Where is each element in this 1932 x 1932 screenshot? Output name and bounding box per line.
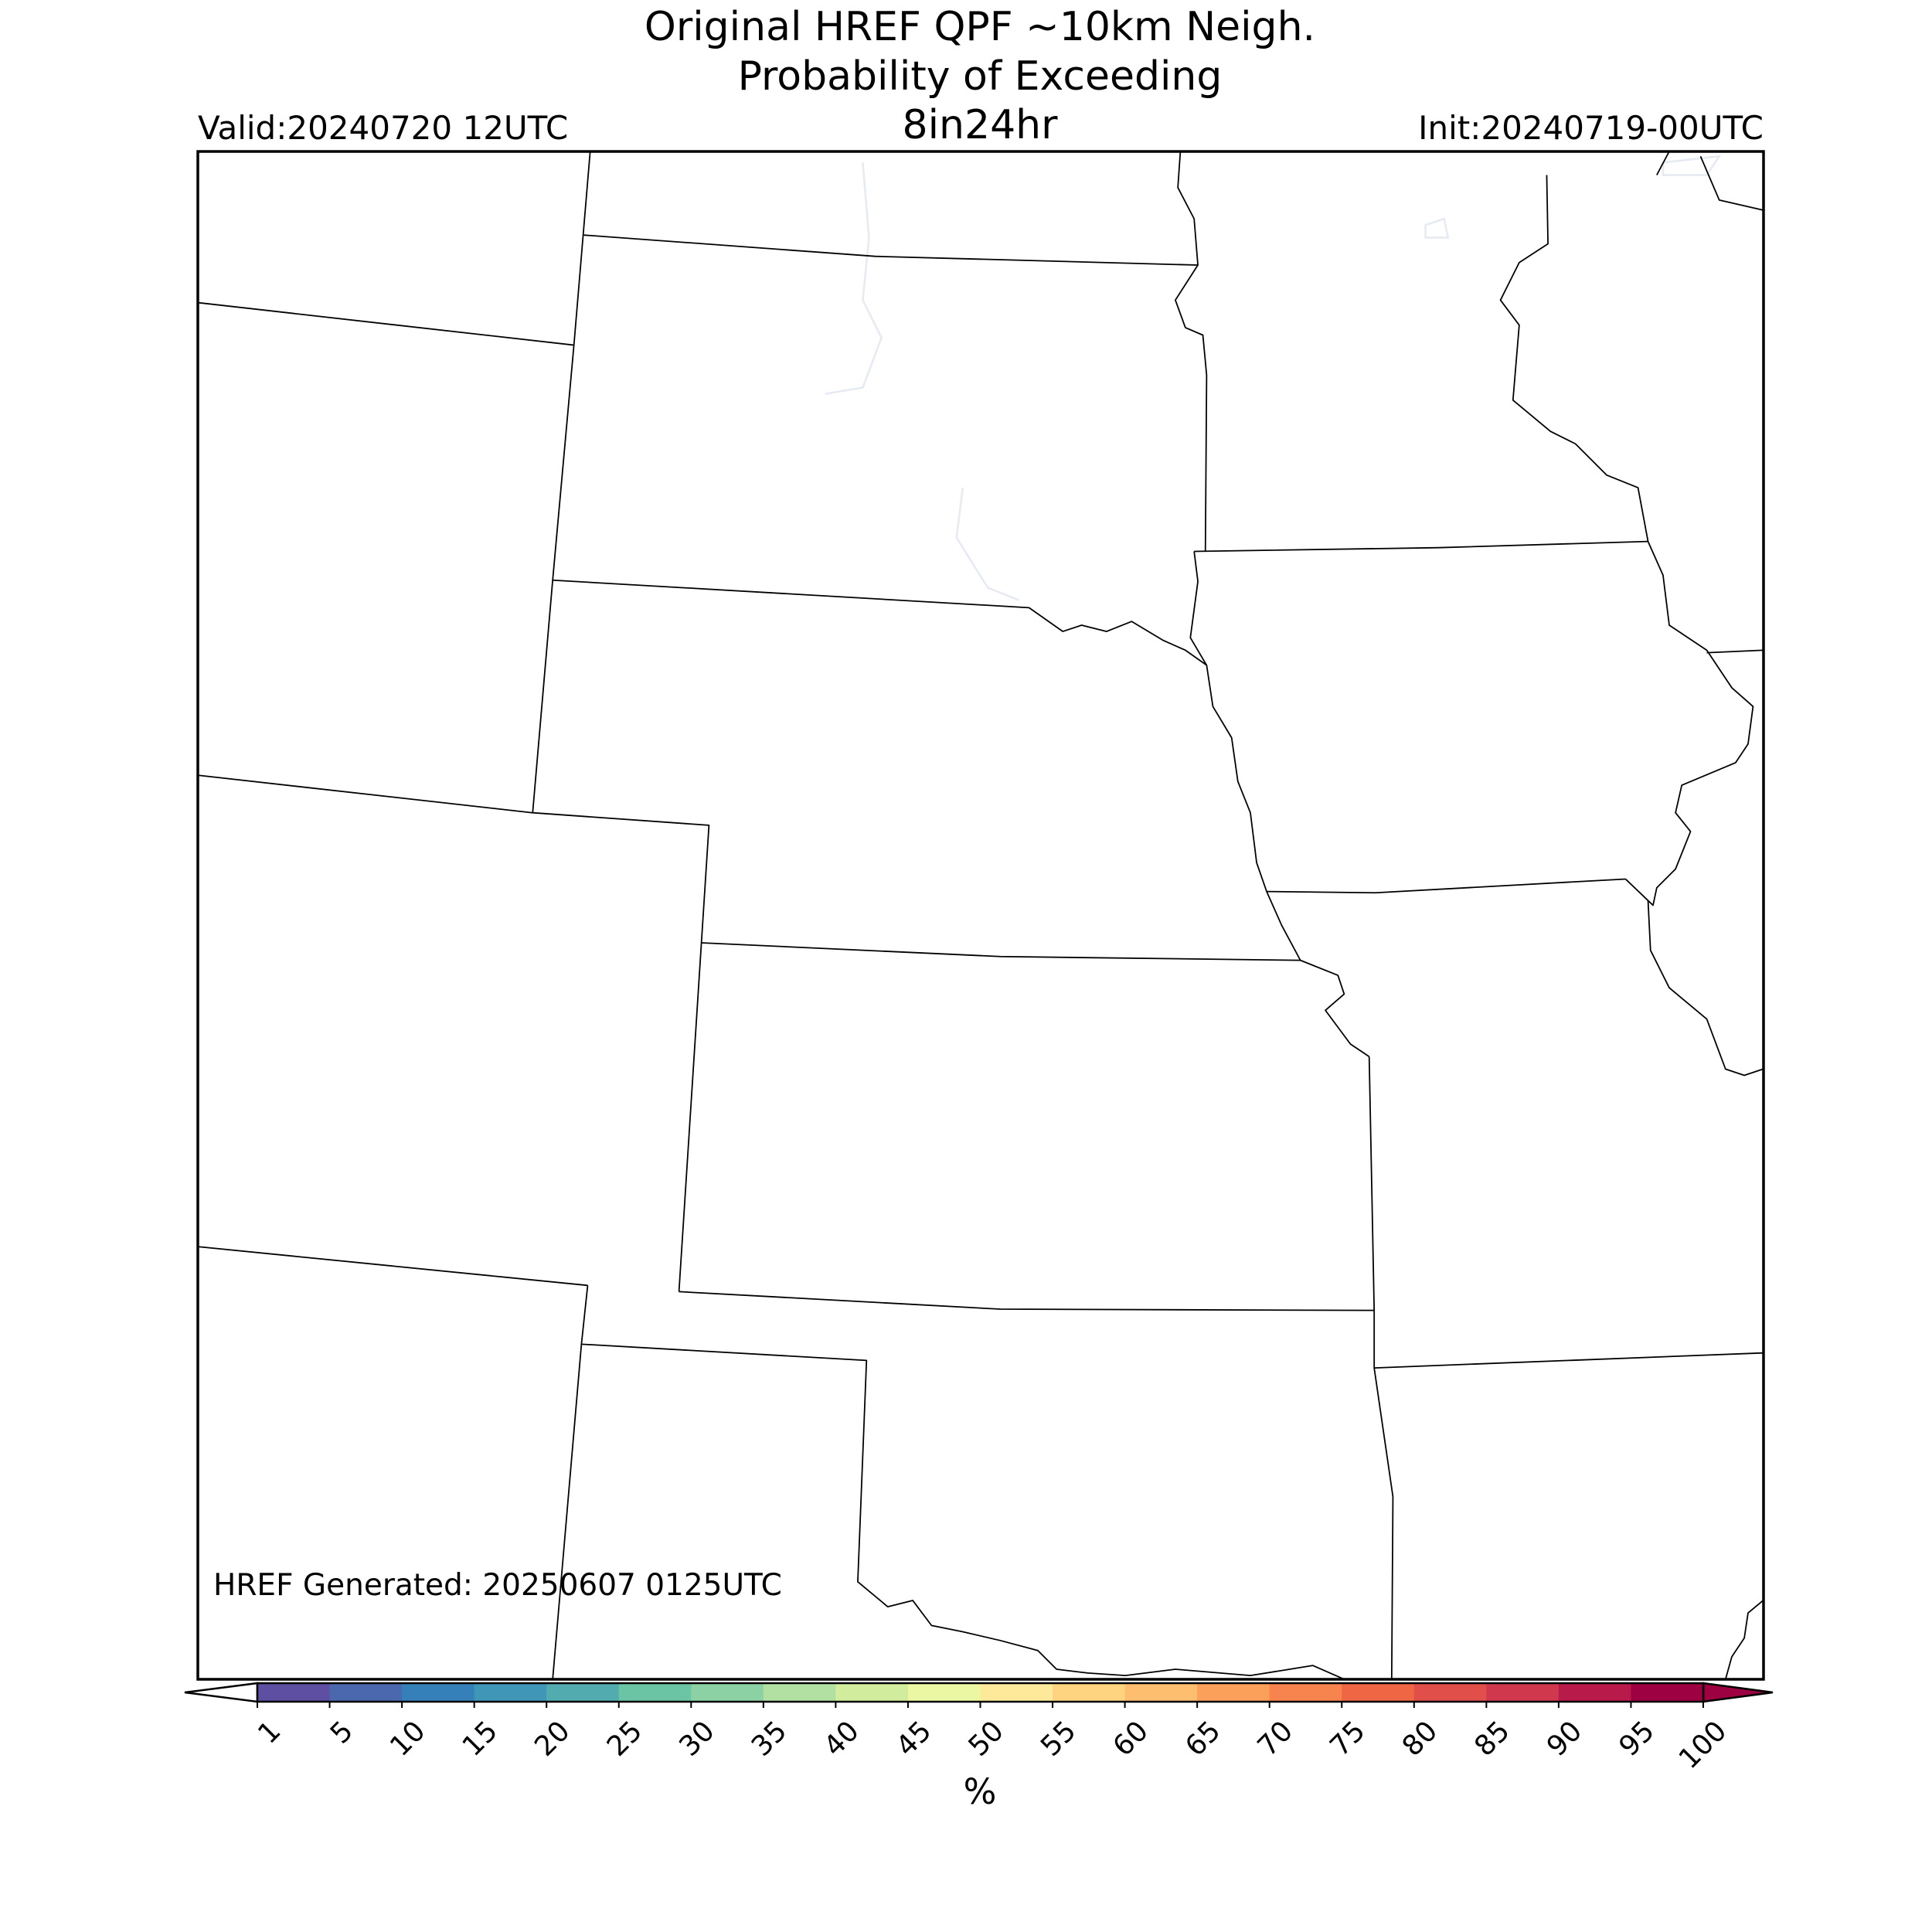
border xyxy=(1499,175,1649,542)
colorbar-tick-label: 80 xyxy=(1396,1715,1444,1762)
border xyxy=(580,1285,1345,1680)
border xyxy=(583,234,1199,266)
colorbar-tick-label: 35 xyxy=(746,1715,793,1762)
colorbar-segment xyxy=(257,1683,331,1702)
colorbar-tick-label: 85 xyxy=(1468,1715,1515,1762)
colorbar-segment xyxy=(1269,1683,1342,1702)
state-borders xyxy=(197,151,1764,1680)
border xyxy=(197,774,710,1292)
footnote: HREF Generated: 20250607 0125UTC xyxy=(213,1568,782,1603)
colorbar-segment xyxy=(691,1683,764,1702)
border xyxy=(1373,1310,1394,1679)
colorbar-segment xyxy=(402,1683,475,1702)
colorbar-tick-label: 1 xyxy=(252,1715,287,1750)
colorbar-segment xyxy=(618,1683,692,1702)
colorbar-segment xyxy=(1197,1683,1270,1702)
border xyxy=(532,151,591,813)
colorbar-extend-min xyxy=(184,1682,259,1703)
colorbar-segment xyxy=(1413,1683,1487,1702)
colorbar-tick-label: 90 xyxy=(1541,1715,1588,1762)
border xyxy=(1266,891,1370,1057)
border xyxy=(1647,900,1764,1077)
colorbar-tick-label: 100 xyxy=(1673,1715,1733,1775)
border xyxy=(679,1291,1375,1311)
border xyxy=(552,1344,583,1680)
border xyxy=(553,579,1207,666)
colorbar-tick-label: 70 xyxy=(1252,1715,1299,1762)
colorbar-segment xyxy=(474,1683,547,1702)
border xyxy=(1267,878,1626,894)
colorbar-tick-label: 20 xyxy=(529,1715,576,1762)
colorbar-segment xyxy=(907,1683,981,1702)
colorbar-tick-label: 15 xyxy=(457,1715,504,1762)
border xyxy=(1706,649,1764,654)
colorbar-tick-label: 45 xyxy=(890,1715,937,1762)
colorbar-tick-label: 10 xyxy=(384,1715,431,1762)
border xyxy=(1175,151,1208,552)
colorbar-segment xyxy=(546,1683,620,1702)
colorbar-segment xyxy=(329,1683,403,1702)
title-line-1: Original HREF QPF ~10km Neigh. xyxy=(645,4,1315,50)
colorbar-segment xyxy=(835,1683,909,1702)
init-time: Init:20240719-00UTC xyxy=(1418,109,1764,147)
colorbar-segment xyxy=(980,1683,1053,1702)
border xyxy=(197,301,574,346)
colorbar-tick-label: 30 xyxy=(673,1715,720,1762)
colorbar-label: % xyxy=(964,1771,997,1812)
map-frame xyxy=(196,150,1765,1681)
border xyxy=(1374,1352,1764,1369)
border xyxy=(701,942,1301,961)
title-line-3: 8in24hr xyxy=(903,102,1059,148)
colorbar-segment xyxy=(1631,1683,1704,1702)
colorbar-segment xyxy=(1053,1683,1126,1702)
colorbar-tick-label: 95 xyxy=(1614,1715,1661,1762)
colorbar-tick-label: 40 xyxy=(818,1715,865,1762)
water xyxy=(825,155,1722,601)
colorbar-segment xyxy=(763,1683,836,1702)
colorbar: 1 5 10 15 20 25 30 35 40 45 50 55 60 65 70 75 80 85 90 95 10… xyxy=(184,1682,1774,1775)
colorbar-tick-label: 65 xyxy=(1179,1715,1226,1762)
colorbar-tick-label: 5 xyxy=(325,1715,359,1750)
colorbar-tick-label: 50 xyxy=(963,1715,1010,1762)
border xyxy=(1724,1600,1764,1680)
border xyxy=(1624,541,1754,906)
colorbar-tick-label: 75 xyxy=(1324,1715,1371,1762)
map: HREF Generated: 20250607 0125UTC xyxy=(196,150,1765,1681)
colorbar-tick-label: 55 xyxy=(1035,1715,1082,1762)
valid-time: Valid:20240720 12UTC xyxy=(198,109,568,147)
colorbar-segment xyxy=(1342,1683,1415,1702)
colorbar-tick-label: 60 xyxy=(1107,1715,1155,1762)
border xyxy=(197,1246,588,1287)
title-line-2: Probability of Exceeding xyxy=(738,53,1223,100)
border xyxy=(1189,551,1267,892)
map-background xyxy=(198,151,1764,1679)
colorbar-segment xyxy=(1558,1683,1631,1702)
colorbar-tick-label: 25 xyxy=(601,1715,648,1762)
border xyxy=(1368,1056,1376,1311)
border xyxy=(1194,540,1648,553)
colorbar-segment xyxy=(1486,1683,1560,1702)
colorbar-segment xyxy=(1124,1683,1198,1702)
colorbar-extend-max xyxy=(1702,1682,1774,1703)
border xyxy=(1656,151,1764,211)
